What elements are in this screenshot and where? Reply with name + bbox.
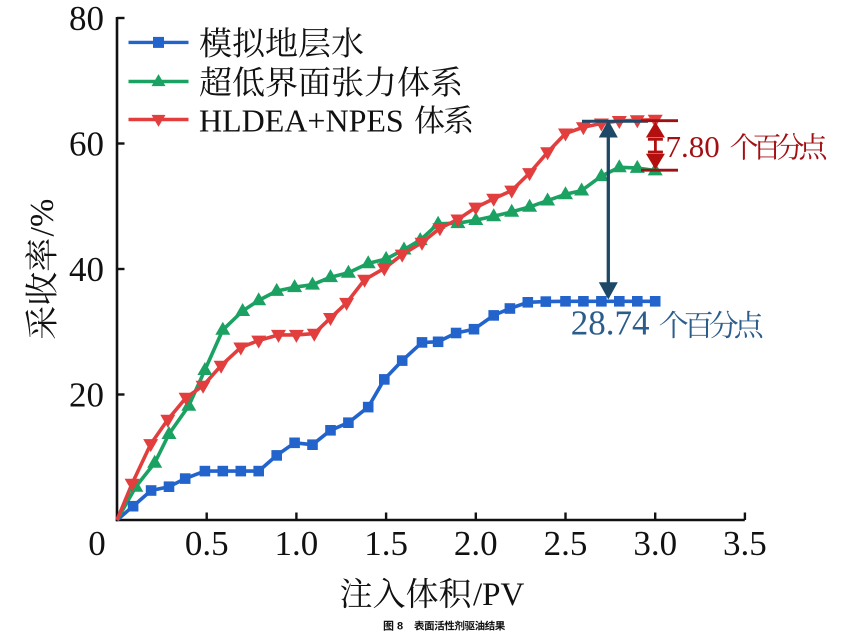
svg-text:1.5: 1.5 [364, 524, 408, 563]
svg-text:2.5: 2.5 [544, 524, 588, 563]
svg-text:28.74: 28.74 [571, 304, 650, 343]
svg-text:3.5: 3.5 [723, 524, 767, 563]
svg-text:40: 40 [69, 250, 104, 289]
svg-text:3.0: 3.0 [633, 524, 677, 563]
svg-text:/%: /% [24, 199, 61, 237]
svg-text:2.0: 2.0 [454, 524, 498, 563]
svg-text:HLDEA+NPES: HLDEA+NPES [199, 102, 404, 138]
svg-text:8: 8 [397, 621, 403, 633]
svg-text:/PV: /PV [473, 577, 525, 613]
svg-text:20: 20 [69, 375, 104, 414]
svg-text:80: 80 [69, 0, 104, 38]
svg-text:0: 0 [88, 524, 106, 563]
svg-text:7.80: 7.80 [666, 129, 720, 164]
svg-text:1.0: 1.0 [275, 524, 319, 563]
svg-text:60: 60 [69, 124, 104, 163]
svg-text:0.5: 0.5 [185, 524, 229, 563]
